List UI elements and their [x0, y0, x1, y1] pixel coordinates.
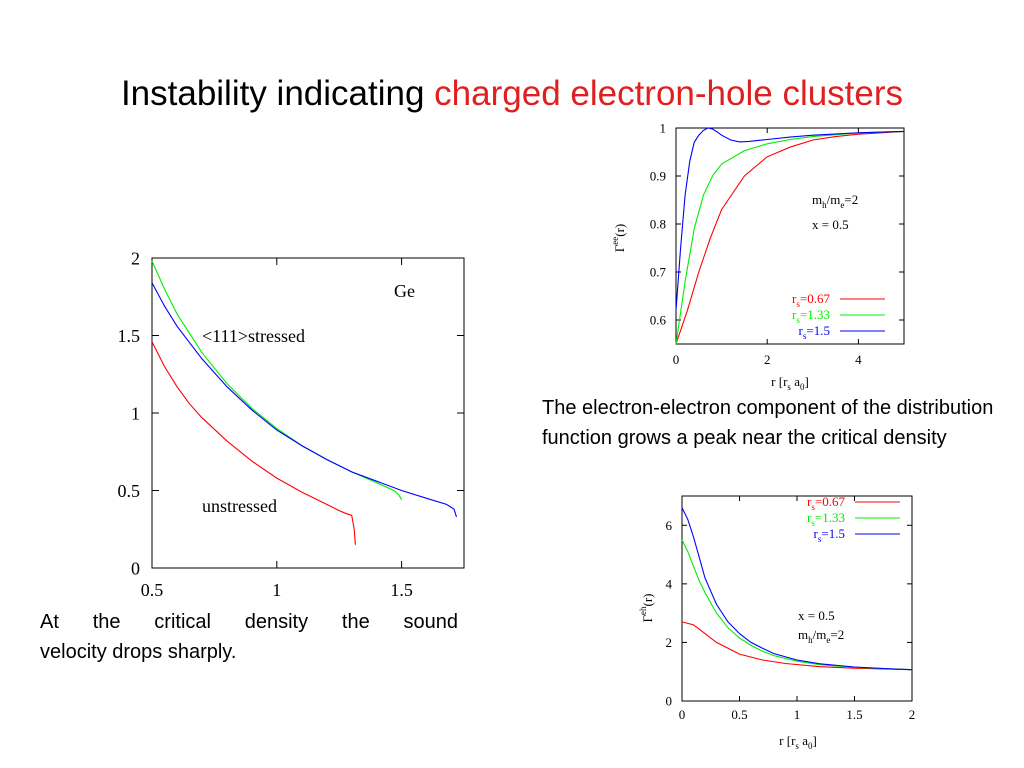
x-axis-label: r [rs a0] [779, 733, 817, 751]
title-text: Instability indicating [120, 74, 425, 113]
x-tick-label: 2 [764, 352, 771, 367]
y-tick-label: 1 [131, 403, 140, 423]
annotation-stressed: <111>stressed [202, 326, 305, 346]
legend-label: rs=0.67 [792, 291, 830, 309]
y-tick-label: 0.8 [650, 217, 666, 232]
y-tick-label: 1.5 [118, 326, 141, 346]
title-highlight: charged electron-hole clusters [434, 74, 904, 113]
caption-right: The electron-electron component of the d… [542, 397, 994, 449]
gamma-ee-chart: Γee(r) r [rs a0] mh/me=2 x = 0.5 0 2 4 0.6 0… [600, 118, 920, 394]
legend-label: rs=0.67 [807, 494, 845, 512]
x-axis-label: r [rs a0] [771, 374, 809, 392]
series-line-2 [681, 539, 913, 671]
y-tick-label: 1 [660, 121, 667, 136]
y-tick-label: 0.7 [650, 265, 667, 280]
y-tick-label: 4 [666, 576, 673, 591]
caption-left: At the critical density the sound veloci… [40, 607, 458, 667]
y-tick-label: 0 [131, 558, 140, 578]
y-tick-label: 0.9 [650, 169, 666, 184]
plot-frame [681, 495, 913, 702]
series-line-3 [675, 127, 905, 311]
series-line-3 [151, 282, 458, 518]
x-tick-label: 0.5 [731, 707, 747, 722]
annotation-ge: Ge [394, 281, 415, 301]
y-tick-label: 6 [666, 518, 673, 533]
gamma-ee-chart-svg: Γee(r) r [rs a0] mh/me=2 x = 0.5 0 2 4 0.6 0… [610, 121, 905, 392]
gamma-eh-chart-svg: Γeh(r) r [rs a0] x = 0.5 mh/me=2 0 0.5 1 1.… [638, 494, 916, 751]
legend-label: rs=1.5 [814, 526, 845, 544]
series-line-1 [681, 621, 913, 671]
annotation-x: x = 0.5 [798, 608, 835, 623]
caption-left-line2: velocity drops sharply. [40, 641, 237, 663]
legend-label: rs=1.33 [807, 510, 845, 528]
annotation-x: x = 0.5 [812, 217, 849, 232]
series-line-1 [675, 130, 905, 345]
x-tick-label: 0.5 [141, 580, 164, 600]
series-line-2 [151, 260, 403, 501]
y-axis-label: Γeh(r) [638, 593, 655, 622]
x-tick-label: 4 [855, 352, 862, 367]
plot-frame [675, 127, 905, 345]
x-tick-label: 0 [679, 707, 686, 722]
y-tick-label: 0.5 [118, 481, 141, 501]
x-tick-label: 1 [794, 707, 801, 722]
caption-left-line1: At the critical density the sound [40, 611, 458, 633]
annotation-unstressed: unstressed [202, 496, 277, 516]
y-tick-label: 0 [666, 694, 673, 709]
x-tick-label: 1 [272, 580, 281, 600]
annotation-mass-ratio: mh/me=2 [812, 192, 858, 210]
series-line-1 [151, 341, 356, 545]
sound-velocity-chart-svg: c [Ry a0/ħ ] Ge <111>stressed unstressed… [118, 248, 465, 600]
y-axis-label: Γee(r) [610, 224, 627, 253]
x-tick-label: 2 [909, 707, 916, 722]
y-tick-label: 0.6 [650, 313, 667, 328]
sound-velocity-chart: c [Ry a0/ħ ] Ge <111>stressed unstressed… [40, 240, 480, 610]
x-tick-label: 1.5 [390, 580, 413, 600]
legend-label: rs=1.33 [792, 307, 830, 325]
series-line-3 [681, 507, 913, 671]
y-tick-label: 2 [131, 248, 140, 268]
legend-label: rs=1.5 [799, 323, 830, 341]
x-tick-label: 0 [673, 352, 680, 367]
series-line-2 [675, 130, 905, 345]
x-tick-label: 1.5 [846, 707, 862, 722]
gamma-eh-chart: Γeh(r) r [rs a0] x = 0.5 mh/me=2 0 0.5 1 1.… [630, 488, 930, 756]
plot-frame [151, 257, 465, 569]
page-title: Instability indicating charged electron-… [0, 74, 1024, 114]
annotation-mass-ratio: mh/me=2 [798, 627, 844, 645]
y-tick-label: 2 [666, 635, 673, 650]
